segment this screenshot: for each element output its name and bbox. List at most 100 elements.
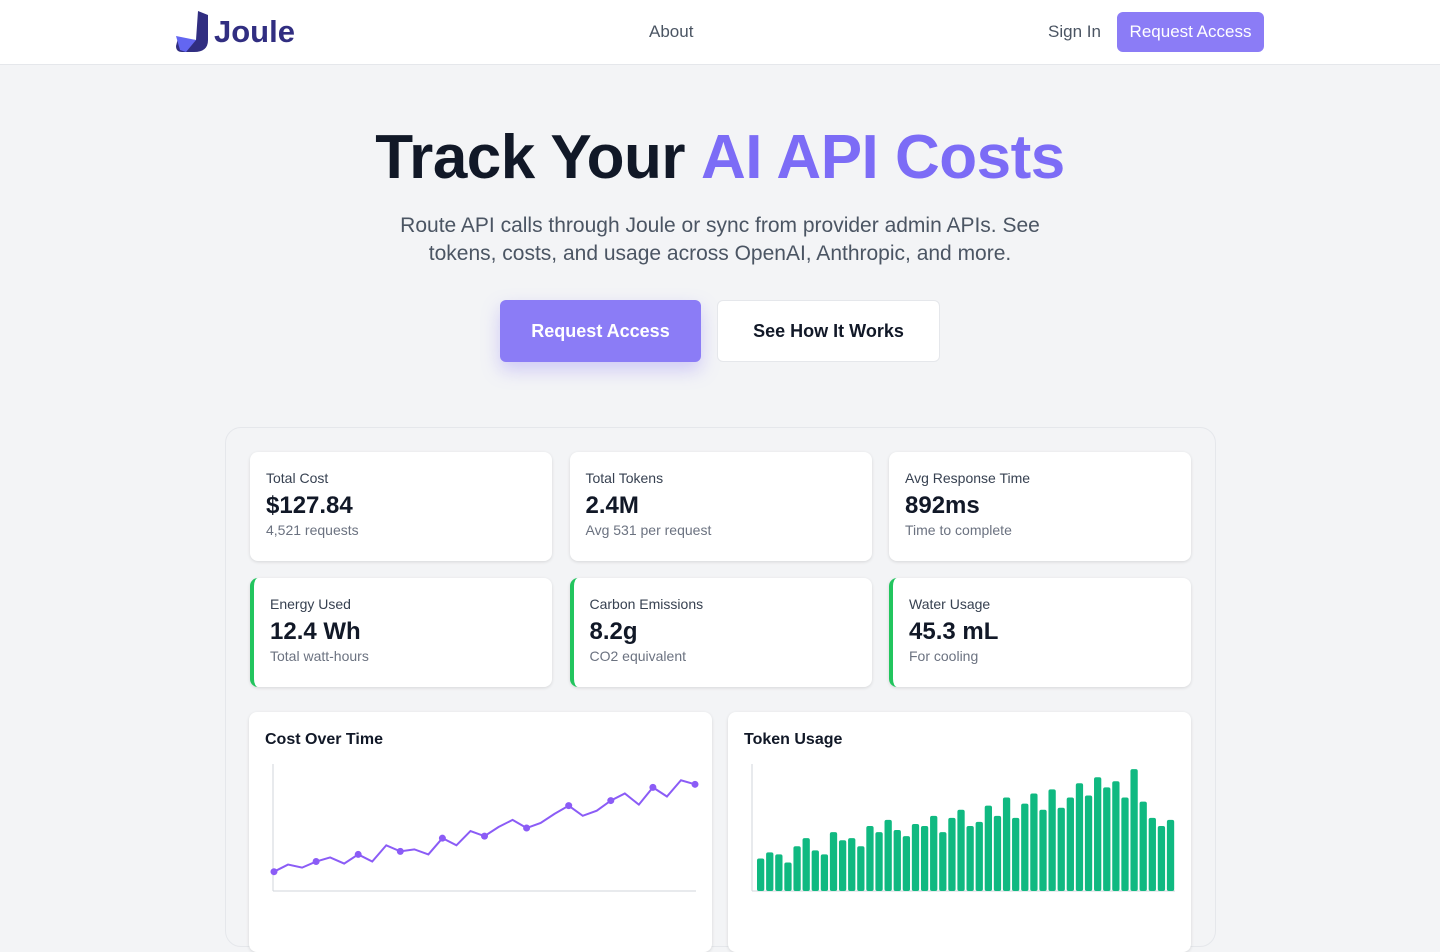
stat-note: For cooling bbox=[909, 648, 979, 664]
stat-card: Water Usage 45.3 mL For cooling bbox=[889, 578, 1191, 687]
stat-label: Water Usage bbox=[909, 596, 991, 612]
point bbox=[438, 834, 446, 842]
point bbox=[691, 780, 699, 788]
bar bbox=[857, 846, 865, 891]
stat-card: Avg Response Time 892ms Time to complete bbox=[889, 452, 1191, 561]
bar bbox=[884, 819, 892, 891]
chart-title: Token Usage bbox=[744, 731, 843, 748]
bar bbox=[811, 850, 819, 891]
bar bbox=[1094, 777, 1102, 891]
chart bbox=[751, 764, 1175, 892]
bar bbox=[930, 815, 938, 891]
bar bbox=[1030, 793, 1038, 891]
stat-value: 45.3 mL bbox=[909, 618, 999, 645]
chart-card: Cost Over Time bbox=[249, 712, 712, 952]
bar bbox=[948, 817, 956, 891]
nav-cta[interactable]: Request Access bbox=[1117, 12, 1264, 52]
stat-value: 12.4 Wh bbox=[270, 618, 361, 645]
chart bbox=[270, 764, 699, 892]
sign-in[interactable]: Sign In bbox=[1048, 22, 1101, 41]
bar bbox=[1130, 769, 1138, 891]
bar bbox=[766, 852, 774, 891]
chart-title: Cost Over Time bbox=[265, 731, 383, 748]
stat-note: CO2 equivalent bbox=[589, 648, 687, 664]
point bbox=[354, 850, 362, 858]
point bbox=[565, 802, 573, 810]
bar bbox=[829, 832, 838, 891]
stat-note: Time to complete bbox=[905, 522, 1012, 538]
bar bbox=[757, 858, 765, 891]
stat-label: Total Tokens bbox=[585, 470, 664, 486]
brand-name: Joule bbox=[214, 14, 295, 49]
stat-value: 8.2g bbox=[589, 618, 638, 645]
stat-card: Total Cost $127.84 4,521 requests bbox=[250, 452, 552, 561]
point bbox=[523, 824, 531, 832]
bar bbox=[1157, 825, 1166, 891]
bar bbox=[866, 825, 874, 891]
bar bbox=[1057, 807, 1065, 891]
bar bbox=[1075, 783, 1084, 891]
bar bbox=[784, 862, 792, 891]
bar bbox=[939, 832, 947, 891]
bar bbox=[1139, 801, 1147, 891]
bar bbox=[1002, 797, 1011, 891]
stat-label: Total Cost bbox=[266, 470, 329, 486]
bar bbox=[1066, 797, 1074, 891]
stat-value: $127.84 bbox=[266, 492, 353, 519]
bar bbox=[820, 854, 829, 891]
stat-value: 2.4M bbox=[585, 492, 639, 519]
bar bbox=[1148, 817, 1156, 891]
bar bbox=[1039, 809, 1047, 891]
nav-link[interactable]: About bbox=[649, 22, 694, 41]
bar bbox=[966, 825, 974, 891]
primary-button[interactable]: Request Access bbox=[500, 300, 701, 362]
point bbox=[481, 832, 488, 840]
bar bbox=[875, 832, 883, 891]
logo bbox=[176, 11, 208, 52]
hero-subtitle: Route API calls through Joule or sync fr… bbox=[400, 214, 1040, 265]
bar bbox=[1021, 803, 1029, 891]
bar bbox=[1084, 795, 1093, 891]
secondary-button[interactable]: See How It Works bbox=[717, 300, 940, 362]
stat-value: 892ms bbox=[905, 492, 980, 519]
title-accent: AI API Costs bbox=[701, 123, 1065, 192]
line bbox=[273, 779, 696, 873]
hero-title: Track Your AI API Costs bbox=[0, 122, 1440, 193]
bar bbox=[1048, 789, 1056, 891]
bar bbox=[1112, 781, 1120, 891]
point bbox=[312, 858, 320, 866]
bar bbox=[893, 830, 901, 891]
point bbox=[396, 847, 404, 855]
stat-note: 4,521 requests bbox=[266, 522, 359, 538]
bar bbox=[1121, 797, 1129, 891]
bar bbox=[1012, 817, 1020, 891]
bar bbox=[902, 836, 911, 891]
bar bbox=[993, 815, 1002, 891]
stat-card: Carbon Emissions 8.2g CO2 equivalent bbox=[569, 578, 872, 687]
bar bbox=[802, 838, 810, 891]
brand[interactable]: Joule bbox=[176, 10, 295, 54]
bar bbox=[838, 840, 847, 891]
bar bbox=[911, 823, 920, 891]
bar bbox=[1166, 819, 1175, 891]
navbar: Joule About Sign In Request Access bbox=[0, 0, 1440, 65]
point bbox=[649, 783, 657, 791]
title-text: Track Your bbox=[375, 123, 685, 192]
bar bbox=[957, 809, 965, 891]
bar bbox=[848, 838, 856, 891]
stat-note: Avg 531 per request bbox=[585, 522, 712, 538]
point bbox=[270, 868, 278, 876]
bar bbox=[775, 854, 783, 891]
bar bbox=[793, 846, 801, 891]
bar bbox=[975, 821, 983, 891]
point bbox=[607, 797, 615, 805]
stat-card: Energy Used 12.4 Wh Total watt-hours bbox=[250, 578, 552, 687]
stat-note: Total watt-hours bbox=[270, 648, 369, 664]
dashboard-preview: Total Cost $127.84 4,521 requests Total Tok… bbox=[225, 427, 1216, 952]
stat-label: Energy Used bbox=[270, 596, 351, 612]
bar bbox=[1103, 787, 1111, 891]
bar bbox=[984, 805, 993, 891]
stat-card: Total Tokens 2.4M Avg 531 per request bbox=[569, 452, 872, 561]
